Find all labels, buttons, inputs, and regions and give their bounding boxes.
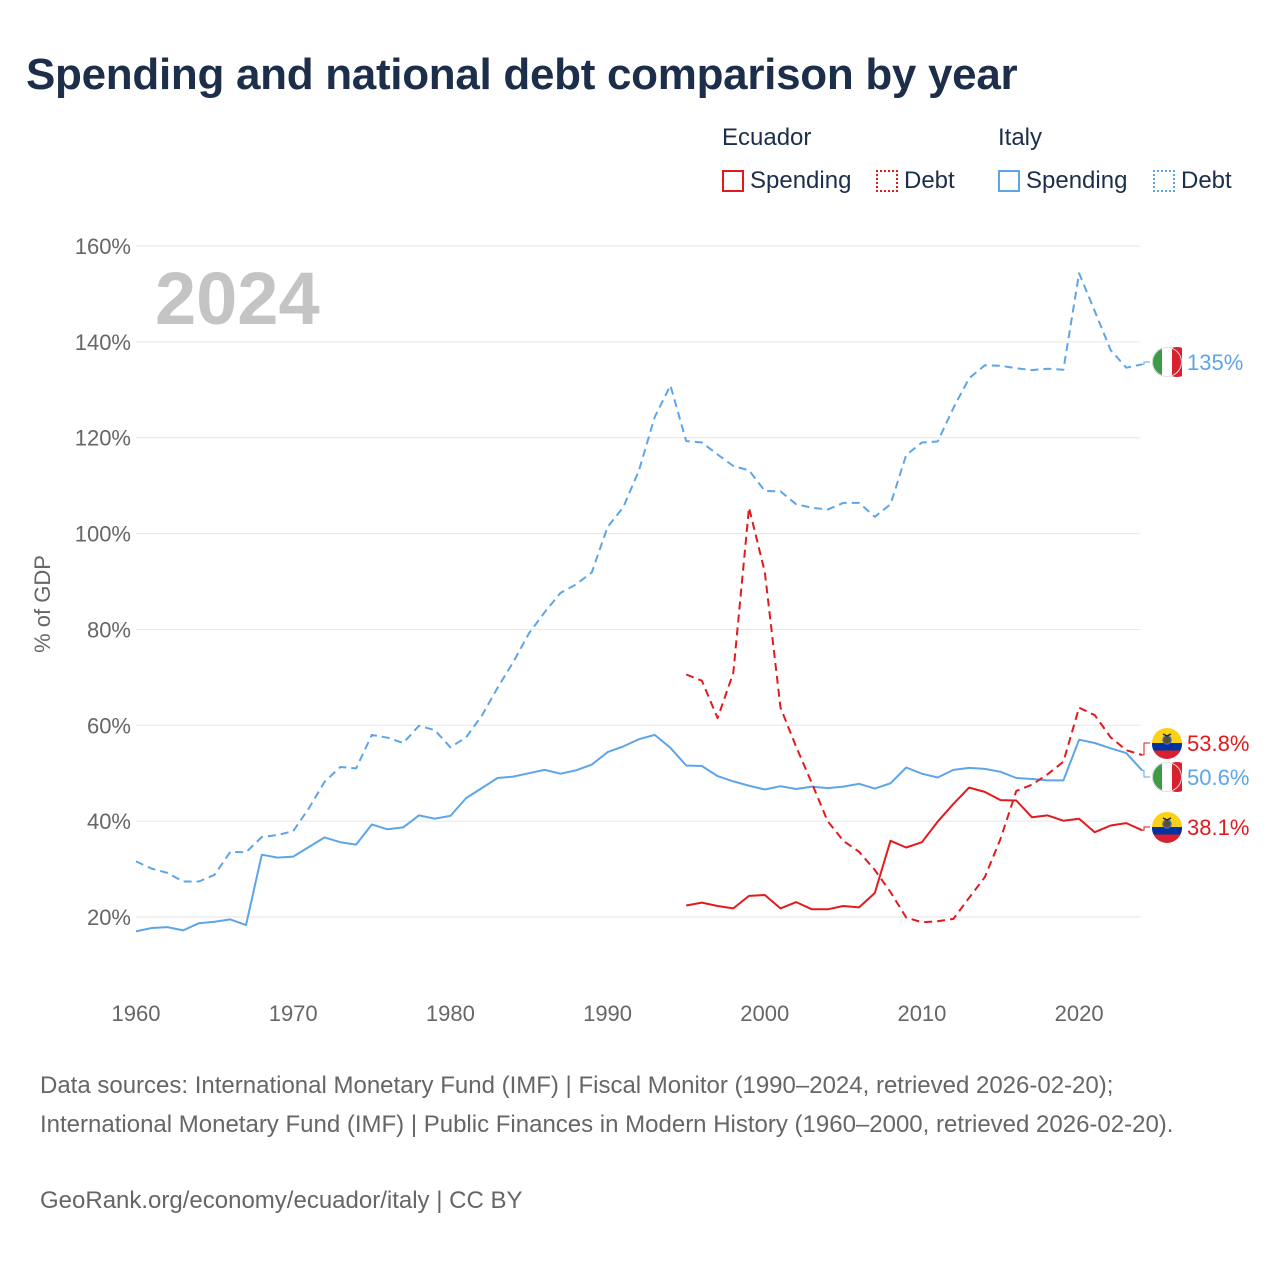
flag-stripe-green (1152, 347, 1162, 377)
flag-condor (1162, 817, 1172, 821)
flag-stripe-red (1153, 834, 1181, 843)
legend-label: Spending (750, 167, 852, 194)
flag-stripe-blue (1151, 743, 1183, 751)
dotted-swatch-icon (1153, 170, 1175, 192)
legend-item-italy-spending[interactable]: Spending (998, 166, 1127, 196)
flag-stripe-red (1172, 347, 1182, 377)
flag-outline (1152, 762, 1182, 792)
y-axis-label: % of GDP (30, 555, 55, 653)
legend-group-italy: Italy (998, 124, 1043, 151)
series-lines (135, 272, 1143, 933)
connector-italy-debt (1142, 361, 1150, 365)
x-tick-label: 1960 (112, 1001, 161, 1026)
x-axis-ticks: 1960 1970 1980 1990 2000 2010 2020 (112, 1001, 1104, 1026)
year-watermark: 2024 (155, 257, 320, 340)
italy-flag-icon (1152, 347, 1182, 377)
grid-lines (136, 245, 1140, 918)
flag-stripe-blue (1151, 827, 1183, 835)
x-tick-label: 1970 (269, 1001, 318, 1026)
ecuador-flag-icon (1151, 728, 1183, 759)
ecuador-flag-icon (1151, 812, 1183, 843)
y-tick-label: 80% (87, 617, 131, 642)
line-chart: 2024 20%40%60%80%100%120%140%160% 1960 19… (30, 234, 1249, 1026)
flag-emblem (1162, 735, 1172, 745)
y-tick-label: 100% (75, 522, 131, 547)
y-tick-label: 160% (75, 234, 131, 259)
series-line-ecuador-debt (685, 506, 1143, 924)
solid-swatch-icon (998, 170, 1020, 192)
italy-flag-icon (1152, 762, 1182, 792)
legend-label: Debt (1181, 167, 1232, 194)
y-tick-label: 60% (87, 713, 131, 738)
end-value-label-ecuador-debt: 53.8% (1187, 731, 1249, 756)
data-sources: Data sources: International Monetary Fun… (40, 1072, 1174, 1138)
end-value-label-ecuador-spending: 38.1% (1187, 815, 1249, 840)
solid-swatch-icon (722, 170, 744, 192)
y-axis-ticks: 20% 40% 60% 80% 100% 120% 140% 160% (75, 234, 131, 930)
connector-italy-spending (1142, 769, 1150, 778)
y-tick-label: 140% (75, 330, 131, 355)
end-labels: 50.6% 135% 38.1% 53.8% (1142, 347, 1249, 843)
flag-stripe-red (1153, 750, 1181, 759)
connector-ecuador-spending (1142, 826, 1150, 831)
flag-outline (1152, 347, 1182, 377)
legend-group-ecuador: Ecuador (722, 124, 812, 151)
legend-label: Debt (904, 167, 955, 194)
x-tick-label: 2000 (740, 1001, 789, 1026)
legend-item-italy-debt[interactable]: Debt (1153, 166, 1232, 196)
series-line-italy-spending (135, 733, 1143, 933)
x-tick-label: 2020 (1055, 1001, 1104, 1026)
end-value-label-italy-debt: 135% (1187, 350, 1243, 375)
credit-link[interactable]: GeoRank.org/economy/ecuador/italy | CC B… (40, 1187, 523, 1214)
series-line-ecuador-spending (686, 786, 1143, 911)
chart-title: Spending and national debt comparison by… (26, 50, 1018, 99)
legend-item-ecuador-debt[interactable]: Debt (876, 166, 955, 196)
series-line-italy-debt (135, 272, 1143, 883)
y-tick-label: 40% (87, 809, 131, 834)
legend-item-ecuador-spending[interactable]: Spending (722, 166, 851, 196)
x-tick-label: 1990 (583, 1001, 632, 1026)
flag-stripe-red (1172, 762, 1182, 792)
flag-emblem (1162, 819, 1172, 829)
legend-label: Spending (1026, 167, 1128, 194)
dotted-swatch-icon (876, 170, 898, 192)
flag-stripe-green (1152, 762, 1162, 792)
y-tick-label: 20% (87, 905, 131, 930)
end-value-label-italy-spending: 50.6% (1187, 765, 1249, 790)
y-tick-label: 120% (75, 426, 131, 451)
connector-ecuador-debt (1142, 742, 1150, 756)
x-tick-label: 2010 (897, 1001, 946, 1026)
flag-condor (1162, 733, 1172, 737)
x-tick-label: 1980 (426, 1001, 475, 1026)
